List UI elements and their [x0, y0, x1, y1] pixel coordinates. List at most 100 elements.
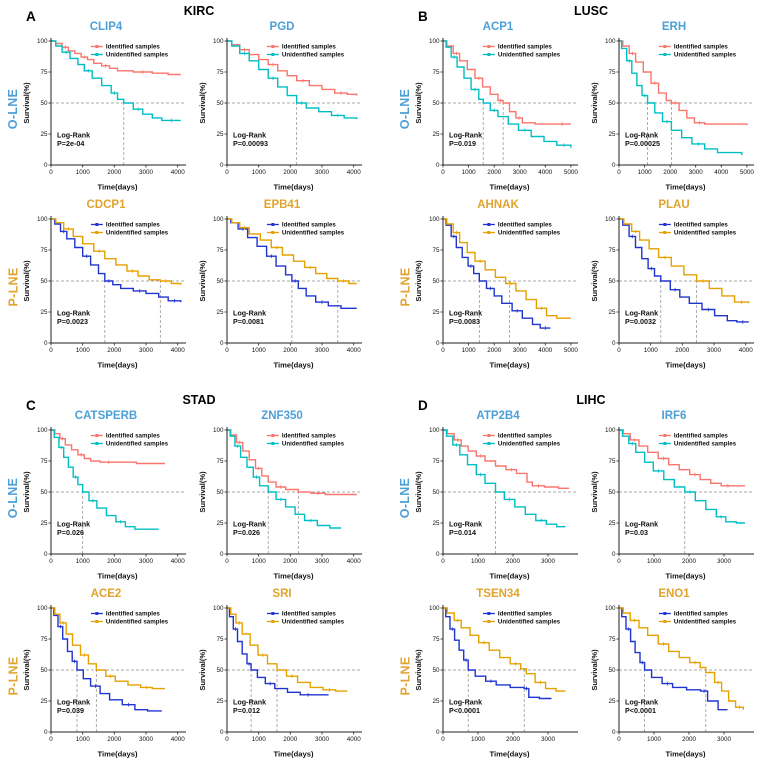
row-label: O-LNE [398, 409, 413, 586]
panel-A: A KIRC O-LNE CLIP4 0 25 50 75 100 0 1000 2000 3000 40… [0, 0, 392, 389]
legend-marker-unidentified [271, 231, 275, 234]
x-tick-label: 2000 [506, 558, 521, 565]
row-label: P-LNE [6, 198, 21, 375]
x-tick-label: 2000 [283, 736, 298, 743]
x-tick-label: 0 [225, 558, 229, 565]
x-tick-label: 0 [49, 736, 53, 743]
y-axis-title: Survival(%) [22, 649, 31, 691]
censor-marks-unidentified [454, 230, 544, 311]
curve-unidentified [51, 40, 181, 122]
cancer-title: LUSC [573, 4, 609, 18]
y-axis-title: Survival(%) [414, 649, 423, 691]
x-tick-label: 2000 [682, 736, 697, 743]
y-tick-label: 25 [432, 698, 440, 705]
legend-marker-unidentified [95, 53, 99, 56]
y-tick-label: 100 [213, 605, 224, 612]
row-label-text: P-LNE [398, 267, 413, 306]
curve-unidentified [619, 607, 744, 710]
y-tick-label: 25 [40, 309, 48, 316]
legend-label-unidentified: Unidentified samples [498, 619, 561, 626]
y-tick-label: 75 [216, 458, 224, 465]
legend-label-unidentified: Unidentified samples [106, 619, 169, 626]
row-label-text: O-LNE [6, 88, 21, 129]
censor-marks-unidentified [66, 227, 168, 283]
x-tick-label: 3000 [139, 347, 154, 354]
row-label-text: P-LNE [6, 267, 21, 306]
pvalue: P=0.039 [57, 706, 84, 715]
censor-marks-identified [63, 45, 145, 74]
legend-label-identified: Identified samples [674, 44, 729, 51]
cancer-title: STAD [182, 393, 216, 407]
legend-label-unidentified: Unidentified samples [282, 52, 345, 59]
subplot-ENO1: ENO1 0 25 50 75 100 0 1000 2000 3000 Time(days) Sur… [589, 587, 759, 764]
x-tick-label: 5000 [564, 169, 579, 176]
plots-row: ATP2B4 0 25 50 75 100 0 1000 2000 3000 Time(days) S… [413, 409, 759, 586]
x-tick-label: 5000 [564, 347, 579, 354]
censor-marks-unidentified [242, 225, 346, 283]
plots-row: CDCP1 0 25 50 75 100 0 1000 2000 3000 4000 Time(day… [21, 198, 367, 375]
row-label-text: O-LNE [398, 477, 413, 518]
x-tick-label: 0 [49, 169, 53, 176]
y-tick-label: 25 [216, 309, 224, 316]
legend-marker-identified [663, 223, 667, 226]
subplot-IRF6: IRF6 0 25 50 75 100 0 1000 2000 3000 Time(days) Sur… [589, 409, 759, 586]
x-axis-title: Time(days) [490, 361, 530, 370]
legend-label-unidentified: Unidentified samples [674, 441, 737, 448]
x-tick-label: 1000 [76, 558, 91, 565]
y-tick-label: 75 [608, 247, 616, 254]
y-tick-label: 0 [436, 729, 440, 736]
x-tick-label: 4000 [538, 347, 553, 354]
gene-title: PGD [269, 21, 295, 33]
panel-D: D LIHC O-LNE ATP2B4 0 25 50 75 100 0 1000 2000 3000 T… [392, 389, 784, 778]
subplot-CATSPERB: CATSPERB 0 25 50 75 100 0 1000 2000 3000 4000 Time(… [21, 409, 191, 586]
row-label: O-LNE [6, 409, 21, 586]
y-tick-label: 0 [436, 340, 440, 347]
legend-marker-identified [271, 45, 275, 48]
x-tick-label: 3000 [315, 736, 330, 743]
x-tick-label: 3000 [717, 736, 732, 743]
subplot-PGD: PGD 0 25 50 75 100 0 1000 2000 3000 4000 Time(days)… [197, 20, 367, 197]
subplot-ACP1: ACP1 0 25 50 75 100 0 1000 2000 3000 4000 5000 Time(… [413, 20, 583, 197]
y-tick-label: 100 [429, 38, 440, 45]
panel-letter: A [26, 9, 36, 24]
censor-marks-identified [450, 627, 529, 691]
censor-marks-identified [237, 440, 320, 495]
y-axis-title: Survival(%) [198, 649, 207, 691]
y-tick-label: 0 [612, 551, 616, 558]
censor-marks-identified [452, 234, 548, 330]
y-tick-label: 100 [213, 216, 224, 223]
logrank-label: Log-Rank [233, 131, 266, 140]
x-tick-label: 1000 [76, 169, 91, 176]
y-axis-title: Survival(%) [198, 82, 207, 124]
x-axis-title: Time(days) [98, 361, 138, 370]
legend-marker-unidentified [487, 442, 491, 445]
legend-label-identified: Identified samples [498, 44, 553, 51]
x-tick-label: 2000 [675, 347, 690, 354]
x-tick-label: 1000 [647, 558, 662, 565]
y-tick-label: 50 [432, 100, 440, 107]
pvalue: P=0.00093 [233, 139, 268, 148]
row-label: O-LNE [398, 20, 413, 197]
y-tick-label: 25 [216, 698, 224, 705]
censor-marks-unidentified [627, 59, 701, 146]
gene-title: ATP2B4 [476, 410, 520, 422]
y-tick-label: 50 [216, 278, 224, 285]
censor-marks-identified [626, 627, 706, 693]
pvalue: P=0.014 [449, 528, 476, 537]
x-tick-label: 4000 [714, 169, 729, 176]
panel-row-P-LNE: P-LNE AHNAK 0 25 50 75 100 0 1000 2000 3000 4000 500… [398, 198, 784, 375]
x-tick-label: 1000 [252, 736, 267, 743]
logrank-label: Log-Rank [625, 698, 658, 707]
x-tick-label: 5000 [740, 169, 755, 176]
y-tick-label: 75 [432, 458, 440, 465]
y-tick-label: 0 [220, 729, 224, 736]
x-tick-label: 2000 [487, 169, 502, 176]
plots-row: AHNAK 0 25 50 75 100 0 1000 2000 3000 4000 5000 Time… [413, 198, 759, 375]
x-axis-title: Time(days) [666, 361, 706, 370]
x-tick-label: 1000 [647, 736, 662, 743]
